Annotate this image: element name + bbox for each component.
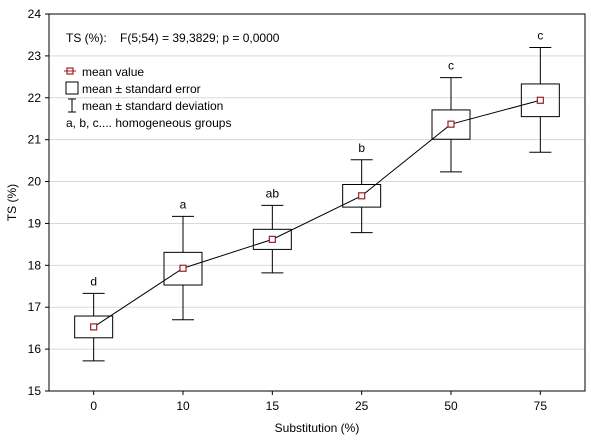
y-tick-label: 20 [28, 175, 42, 189]
legend-groups-label: a, b, c.... homogeneous groups [66, 116, 231, 130]
y-tick-label: 21 [28, 133, 42, 147]
y-tick-label: 23 [28, 49, 42, 63]
x-tick-label: 0 [90, 399, 97, 413]
mean-line [93, 99, 541, 328]
se-box [74, 315, 114, 339]
y-tick-label: 17 [28, 300, 42, 314]
group-label: c [448, 59, 454, 73]
mean-marker [358, 192, 366, 200]
se-box [252, 228, 292, 250]
se-box [163, 251, 203, 286]
legend-se-box [65, 81, 79, 95]
series: d a ab b c c [74, 29, 560, 362]
mean-marker [268, 235, 276, 243]
y-axis-label: TS (%) [5, 184, 19, 221]
legend-mean-label: mean value [82, 65, 144, 79]
mean-marker [90, 323, 98, 331]
group-label: b [358, 141, 365, 155]
y-tick-label: 15 [28, 384, 42, 398]
legend: mean value mean ± standard error mean ± st… [64, 65, 231, 130]
x-tick-label: 50 [444, 399, 458, 413]
se-box [431, 109, 471, 140]
series-group: d [74, 274, 114, 362]
y-tick-label: 19 [28, 216, 42, 230]
se-box [520, 83, 560, 118]
series-group: a [163, 197, 203, 321]
x-tick-label: 15 [266, 399, 280, 413]
series-group: c [431, 59, 471, 173]
series-group: b [342, 141, 382, 234]
plot-frame [48, 13, 586, 392]
y-tick-label: 22 [28, 91, 42, 105]
legend-se-label: mean ± standard error [82, 82, 201, 96]
x-tick-label: 10 [176, 399, 190, 413]
series-group: c [520, 29, 560, 153]
group-label: c [537, 29, 543, 43]
mean-marker [447, 120, 455, 128]
group-label: a [180, 197, 187, 211]
se-box [342, 183, 382, 208]
y-tick-label: 18 [28, 258, 42, 272]
series-group: ab [252, 186, 292, 274]
x-tick-label: 75 [534, 399, 548, 413]
x-axis-ticks: 0 10 15 25 50 75 [90, 391, 547, 413]
y-axis-ticks: 15 16 17 18 19 20 21 22 23 24 [28, 7, 49, 398]
y-tick-label: 24 [28, 7, 42, 21]
stat-text: TS (%): F(5;54) = 39,3829; p = 0,0000 [66, 31, 280, 45]
x-axis-label: Substitution (%) [275, 421, 360, 435]
grid-lines [49, 55, 585, 350]
group-label: ab [266, 186, 280, 200]
y-tick-label: 16 [28, 342, 42, 356]
mean-marker [179, 264, 187, 272]
group-label: d [90, 274, 97, 288]
mean-marker [536, 96, 544, 104]
x-tick-label: 25 [355, 399, 369, 413]
legend-sd-label: mean ± standard deviation [82, 99, 223, 113]
